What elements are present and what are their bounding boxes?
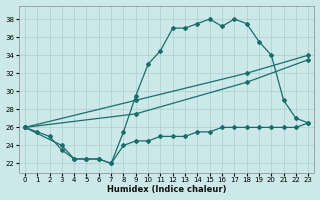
- X-axis label: Humidex (Indice chaleur): Humidex (Indice chaleur): [107, 185, 226, 194]
